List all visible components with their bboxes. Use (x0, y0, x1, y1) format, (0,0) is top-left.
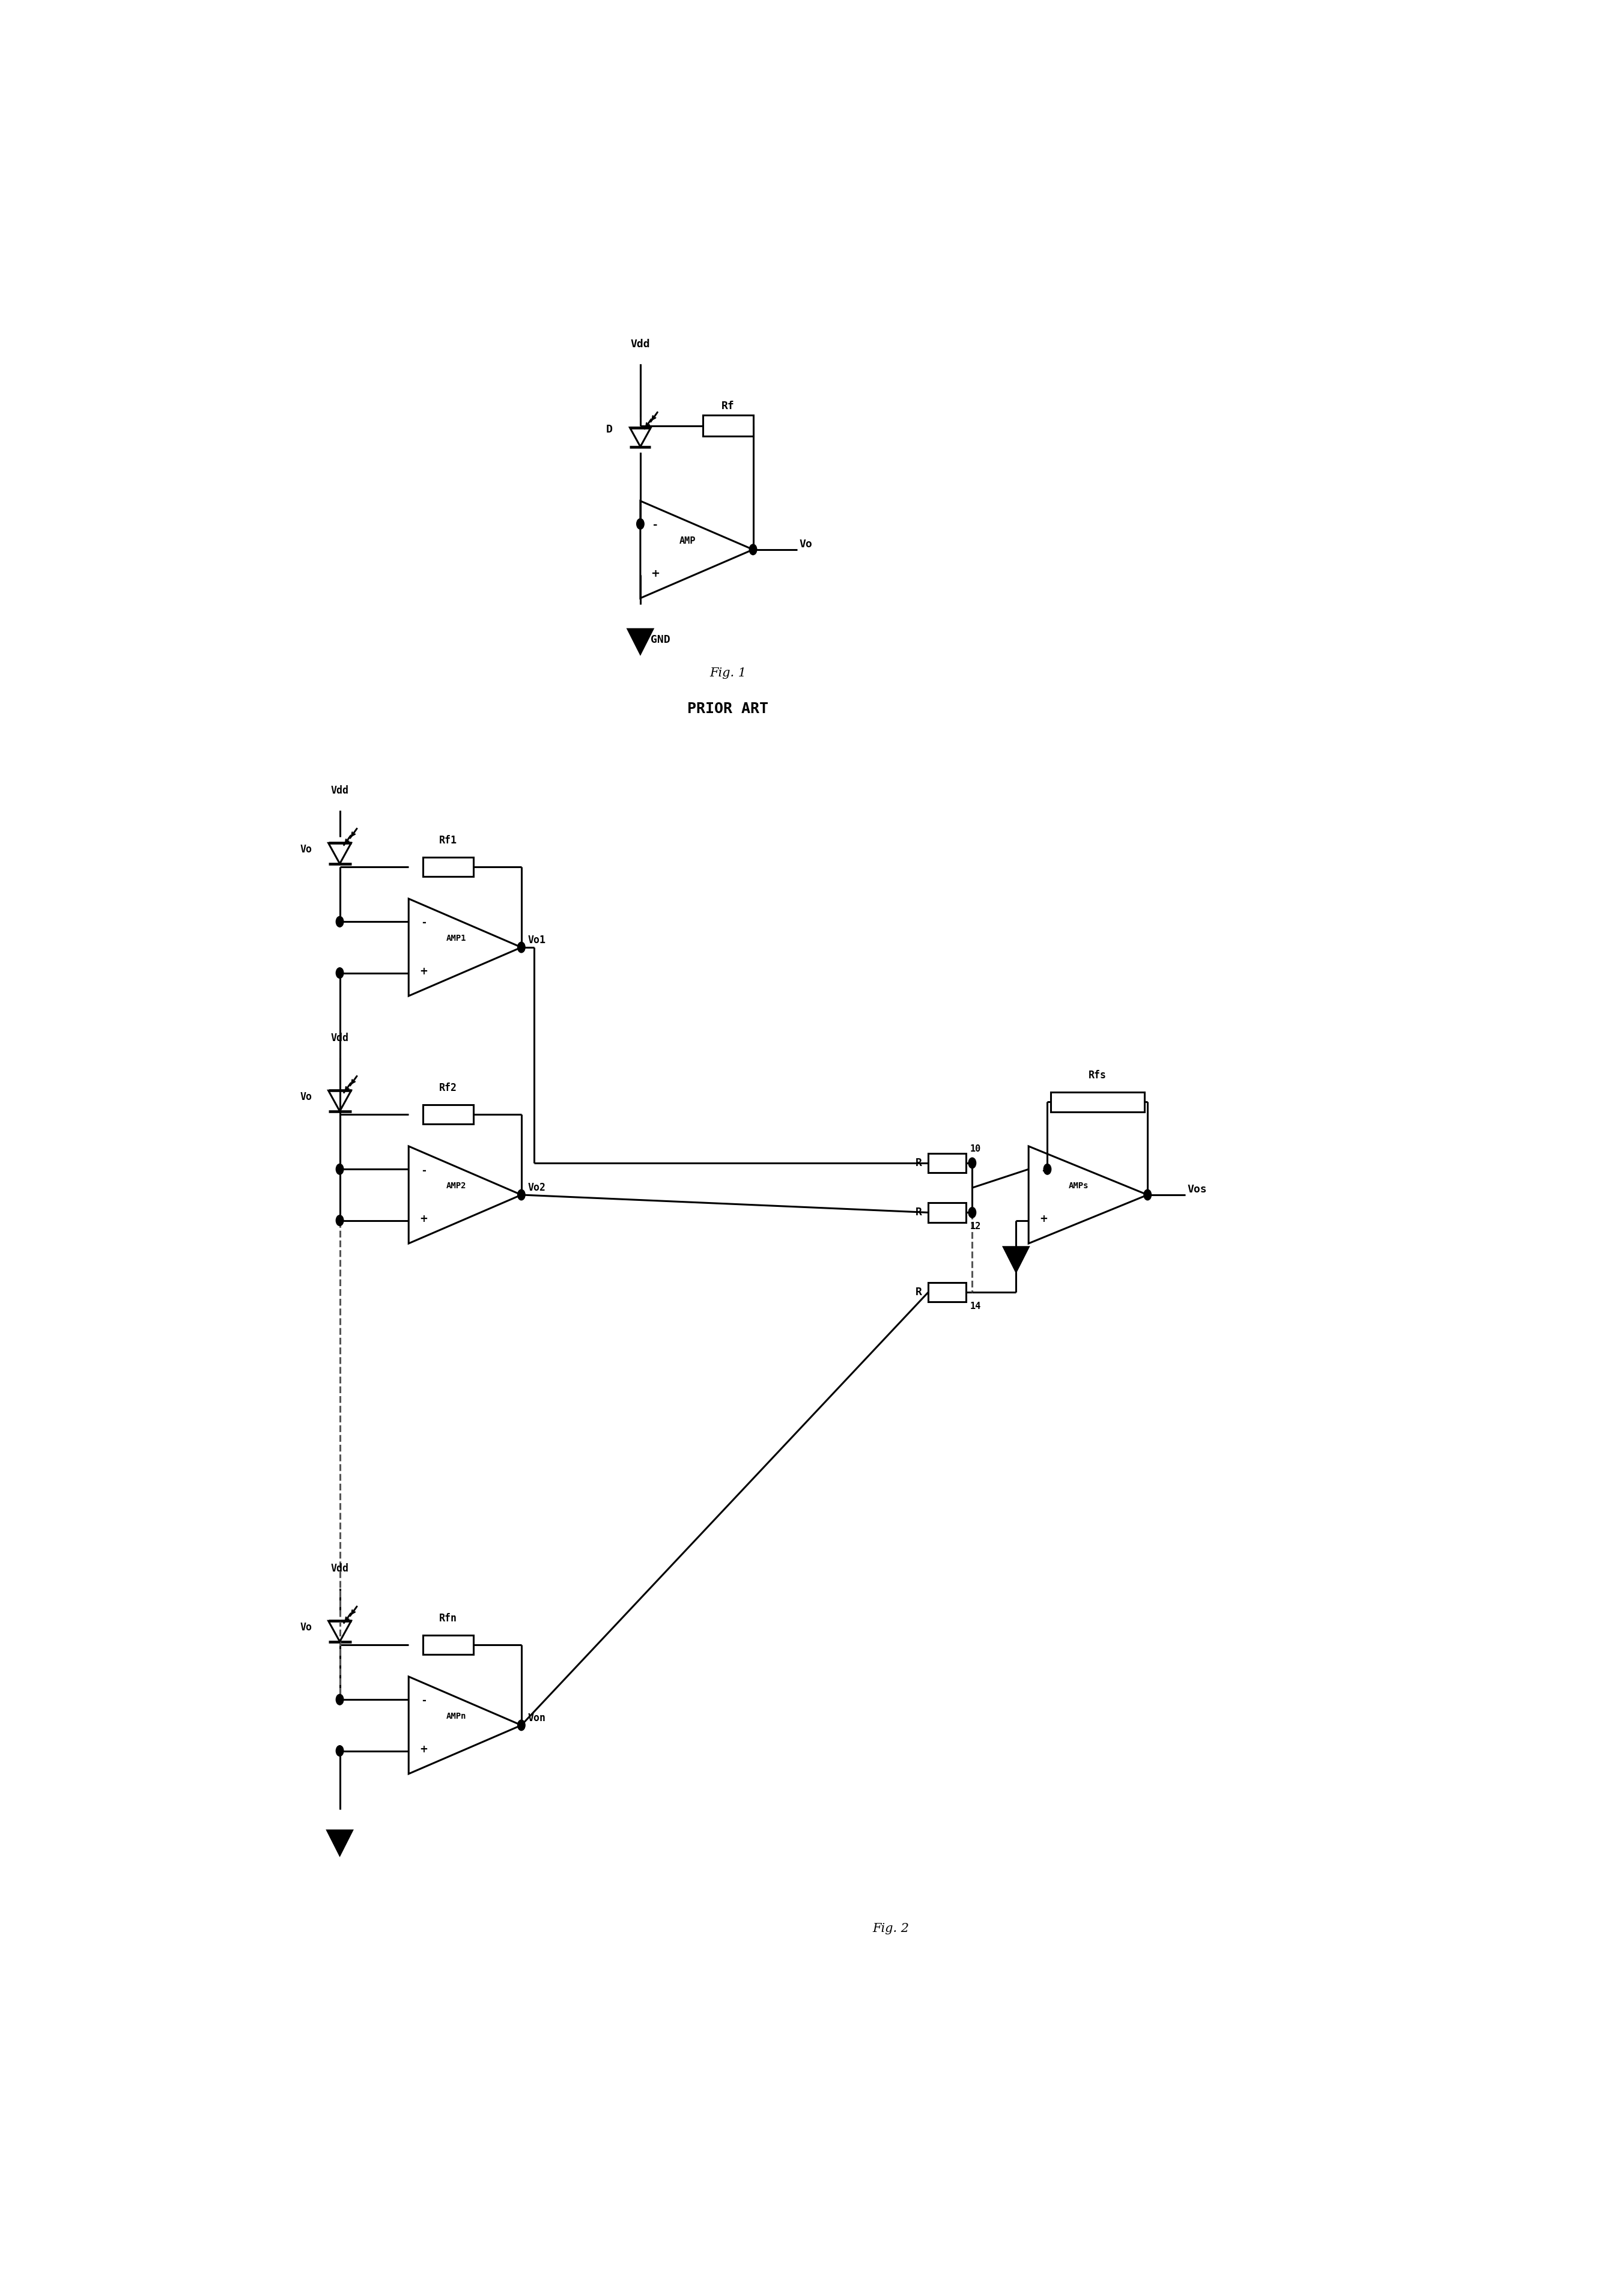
Bar (928, 1203, 966, 1221)
Text: -: - (422, 918, 425, 928)
Text: +: + (420, 967, 428, 978)
Bar (703, 416, 753, 436)
Text: +: + (1039, 1215, 1047, 1224)
Bar (423, 1635, 473, 1655)
Circle shape (336, 967, 344, 978)
Text: -: - (653, 519, 658, 530)
Text: Vo: Vo (301, 1091, 312, 1102)
Text: 10: 10 (970, 1143, 981, 1153)
Circle shape (968, 1208, 976, 1217)
Text: GND: GND (650, 634, 671, 645)
Text: -: - (422, 1164, 425, 1176)
Circle shape (517, 1720, 525, 1731)
Text: Fig. 2: Fig. 2 (873, 1922, 910, 1933)
Circle shape (336, 1745, 344, 1756)
Bar (423, 856, 473, 877)
Text: Von: Von (527, 1713, 546, 1724)
Circle shape (336, 1694, 344, 1706)
Circle shape (1144, 1189, 1151, 1201)
Text: Vo2: Vo2 (527, 1182, 546, 1194)
Text: 12: 12 (970, 1221, 981, 1231)
Text: -: - (1042, 1164, 1046, 1176)
Circle shape (336, 1215, 344, 1226)
Text: +: + (420, 1215, 428, 1224)
Circle shape (336, 1164, 344, 1176)
Text: Vdd: Vdd (630, 340, 650, 349)
Text: 14: 14 (970, 1302, 981, 1311)
Text: Vdd: Vdd (331, 1033, 349, 1045)
Bar (928, 1283, 966, 1302)
Text: AMP1: AMP1 (446, 934, 465, 944)
Text: R: R (916, 1286, 923, 1297)
Circle shape (750, 544, 756, 556)
Text: Vdd: Vdd (331, 1564, 349, 1575)
Text: AMPs: AMPs (1068, 1182, 1089, 1189)
Polygon shape (627, 629, 653, 654)
Text: Vo: Vo (800, 540, 813, 549)
Polygon shape (326, 1830, 352, 1855)
Text: Rf1: Rf1 (440, 836, 457, 845)
Text: +: + (420, 1745, 428, 1754)
Bar (423, 1104, 473, 1125)
Circle shape (336, 916, 344, 928)
Text: Rf: Rf (721, 402, 735, 411)
Text: Rf2: Rf2 (440, 1081, 457, 1093)
Text: Rfs: Rfs (1089, 1070, 1107, 1081)
Text: Vo: Vo (301, 1621, 312, 1632)
Text: Vdd: Vdd (331, 785, 349, 797)
Text: Vos: Vos (1188, 1185, 1207, 1194)
Text: R: R (916, 1157, 923, 1169)
Text: Fig. 1: Fig. 1 (709, 668, 747, 680)
Bar (1050, 1093, 1144, 1111)
Circle shape (517, 941, 525, 953)
Text: PRIOR ART: PRIOR ART (687, 703, 769, 716)
Circle shape (1044, 1164, 1050, 1176)
Circle shape (517, 1189, 525, 1201)
Polygon shape (1004, 1247, 1028, 1272)
Text: Rfn: Rfn (440, 1612, 457, 1623)
Text: R: R (916, 1208, 923, 1217)
Text: +: + (651, 569, 659, 579)
Text: AMPn: AMPn (446, 1713, 465, 1720)
Circle shape (968, 1157, 976, 1169)
Bar (928, 1153, 966, 1173)
Text: Vo1: Vo1 (527, 934, 546, 946)
Text: Vo: Vo (301, 845, 312, 854)
Text: D: D (606, 425, 612, 434)
Circle shape (637, 519, 645, 528)
Text: AMP2: AMP2 (446, 1182, 465, 1189)
Text: -: - (422, 1694, 425, 1706)
Text: AMP: AMP (679, 537, 696, 544)
